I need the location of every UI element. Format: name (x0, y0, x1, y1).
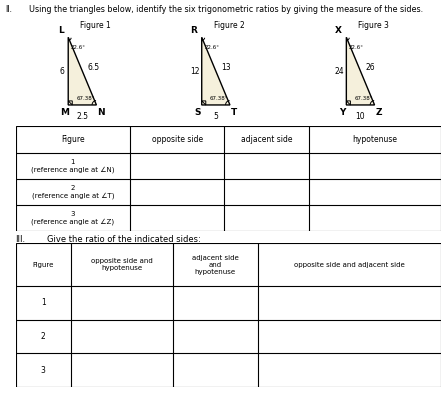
Text: 22.6°: 22.6° (71, 45, 86, 51)
Text: 1
(reference angle at ∠N): 1 (reference angle at ∠N) (31, 159, 115, 173)
Text: 22.6°: 22.6° (349, 45, 364, 51)
Text: 6.5: 6.5 (88, 63, 100, 72)
Text: opposite side and adjacent side: opposite side and adjacent side (294, 261, 405, 267)
Text: 13: 13 (221, 63, 231, 72)
Text: 10: 10 (356, 112, 365, 121)
Text: X: X (335, 26, 342, 34)
Text: 67.38°: 67.38° (77, 96, 95, 101)
Text: Give the ratio of the indicated sides:: Give the ratio of the indicated sides: (47, 235, 201, 244)
Text: Z: Z (376, 108, 382, 117)
Text: adjacent side
and
hypotenuse: adjacent side and hypotenuse (192, 254, 239, 275)
Text: opposite side: opposite side (151, 135, 202, 144)
Text: 67.38°: 67.38° (210, 96, 228, 101)
Text: Y: Y (339, 108, 345, 117)
Text: S: S (194, 108, 201, 117)
Text: hypotenuse: hypotenuse (352, 135, 397, 144)
Text: R: R (190, 26, 197, 34)
Text: II.: II. (5, 5, 12, 14)
Polygon shape (68, 37, 97, 105)
Text: L: L (58, 26, 64, 34)
Text: 26: 26 (366, 63, 376, 72)
Text: 3
(reference angle at ∠Z): 3 (reference angle at ∠Z) (32, 211, 114, 225)
Text: 2: 2 (41, 332, 45, 341)
Text: Figure 2: Figure 2 (214, 21, 244, 30)
Text: Figure: Figure (32, 261, 54, 267)
Text: III.: III. (16, 235, 26, 244)
Text: 5: 5 (214, 112, 218, 121)
Text: 6: 6 (59, 67, 64, 75)
Text: N: N (97, 108, 104, 117)
Polygon shape (346, 37, 375, 105)
Text: 12: 12 (190, 67, 200, 75)
Text: opposite side and
hypotenuse: opposite side and hypotenuse (91, 258, 153, 271)
Text: T: T (231, 108, 237, 117)
Text: 1: 1 (41, 299, 45, 307)
Text: Figure 3: Figure 3 (358, 21, 389, 30)
Text: Figure 1: Figure 1 (80, 21, 111, 30)
Text: 3: 3 (41, 366, 46, 375)
Text: adjacent side: adjacent side (241, 135, 292, 144)
Text: 67.38°: 67.38° (355, 96, 373, 101)
Text: 2.5: 2.5 (77, 112, 88, 121)
Text: Using the triangles below, identify the six trigonometric ratios by giving the m: Using the triangles below, identify the … (29, 5, 423, 14)
Text: 2
(reference angle at ∠T): 2 (reference angle at ∠T) (32, 185, 114, 199)
Text: M: M (60, 108, 69, 117)
Text: 24: 24 (335, 67, 344, 75)
Text: Figure: Figure (61, 135, 85, 144)
Polygon shape (202, 37, 230, 105)
Text: 22.6°: 22.6° (204, 45, 219, 51)
